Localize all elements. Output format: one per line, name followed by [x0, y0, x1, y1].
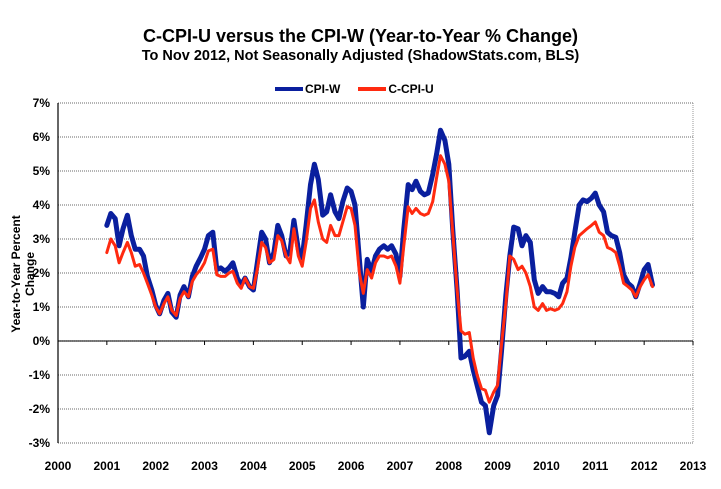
y-tick-label: 0%: [33, 334, 51, 348]
x-tick-label: 2007: [387, 459, 414, 473]
x-tick-label: 2013: [680, 459, 707, 473]
x-tick-label: 2000: [45, 459, 72, 473]
x-tick-label: 2012: [631, 459, 658, 473]
x-tick-label: 2009: [484, 459, 511, 473]
y-tick-label: 3%: [33, 232, 51, 246]
chart-subtitle: To Nov 2012, Not Seasonally Adjusted (Sh…: [141, 48, 580, 64]
y-tick-label: 2%: [33, 266, 51, 280]
y-tick-label: 7%: [33, 96, 51, 110]
chart-title: C-CPI-U versus the CPI-W (Year-to-Year %…: [142, 26, 579, 46]
legend-label-cpi-w: CPI-W: [305, 82, 341, 96]
x-tick-label: 2003: [191, 459, 218, 473]
x-tick-label: 2006: [338, 459, 365, 473]
y-tick-label: -3%: [29, 436, 51, 450]
legend-swatch-cpi-w: [275, 87, 303, 91]
legend-item-c-cpi-u: C-CPI-U: [358, 82, 434, 96]
x-tick-label: 2005: [289, 459, 316, 473]
series-line-cpi-w: [104, 127, 655, 436]
x-tick-label: 2011: [582, 459, 608, 473]
y-tick-label: -2%: [29, 402, 51, 416]
legend-item-cpi-w: CPI-W: [275, 82, 340, 96]
x-tick-label: 2008: [435, 459, 462, 473]
x-tick-label: 2001: [93, 459, 120, 473]
legend-swatch-c-cpi-u: [358, 87, 387, 91]
y-tick-label: 5%: [33, 164, 51, 178]
x-tick-label: 2002: [142, 459, 169, 473]
y-tick-label: 1%: [33, 300, 51, 314]
legend: CPI-W C-CPI-U: [275, 82, 452, 96]
y-tick-label: -1%: [29, 368, 51, 382]
x-tick-label: 2010: [533, 459, 560, 473]
series-line-c-cpi-u: [105, 154, 654, 404]
x-tick-label: 2004: [240, 459, 267, 473]
legend-label-c-cpi-u: C-CPI-U: [388, 82, 434, 96]
y-tick-label: 6%: [33, 130, 51, 144]
y-tick-label: 4%: [33, 198, 51, 212]
